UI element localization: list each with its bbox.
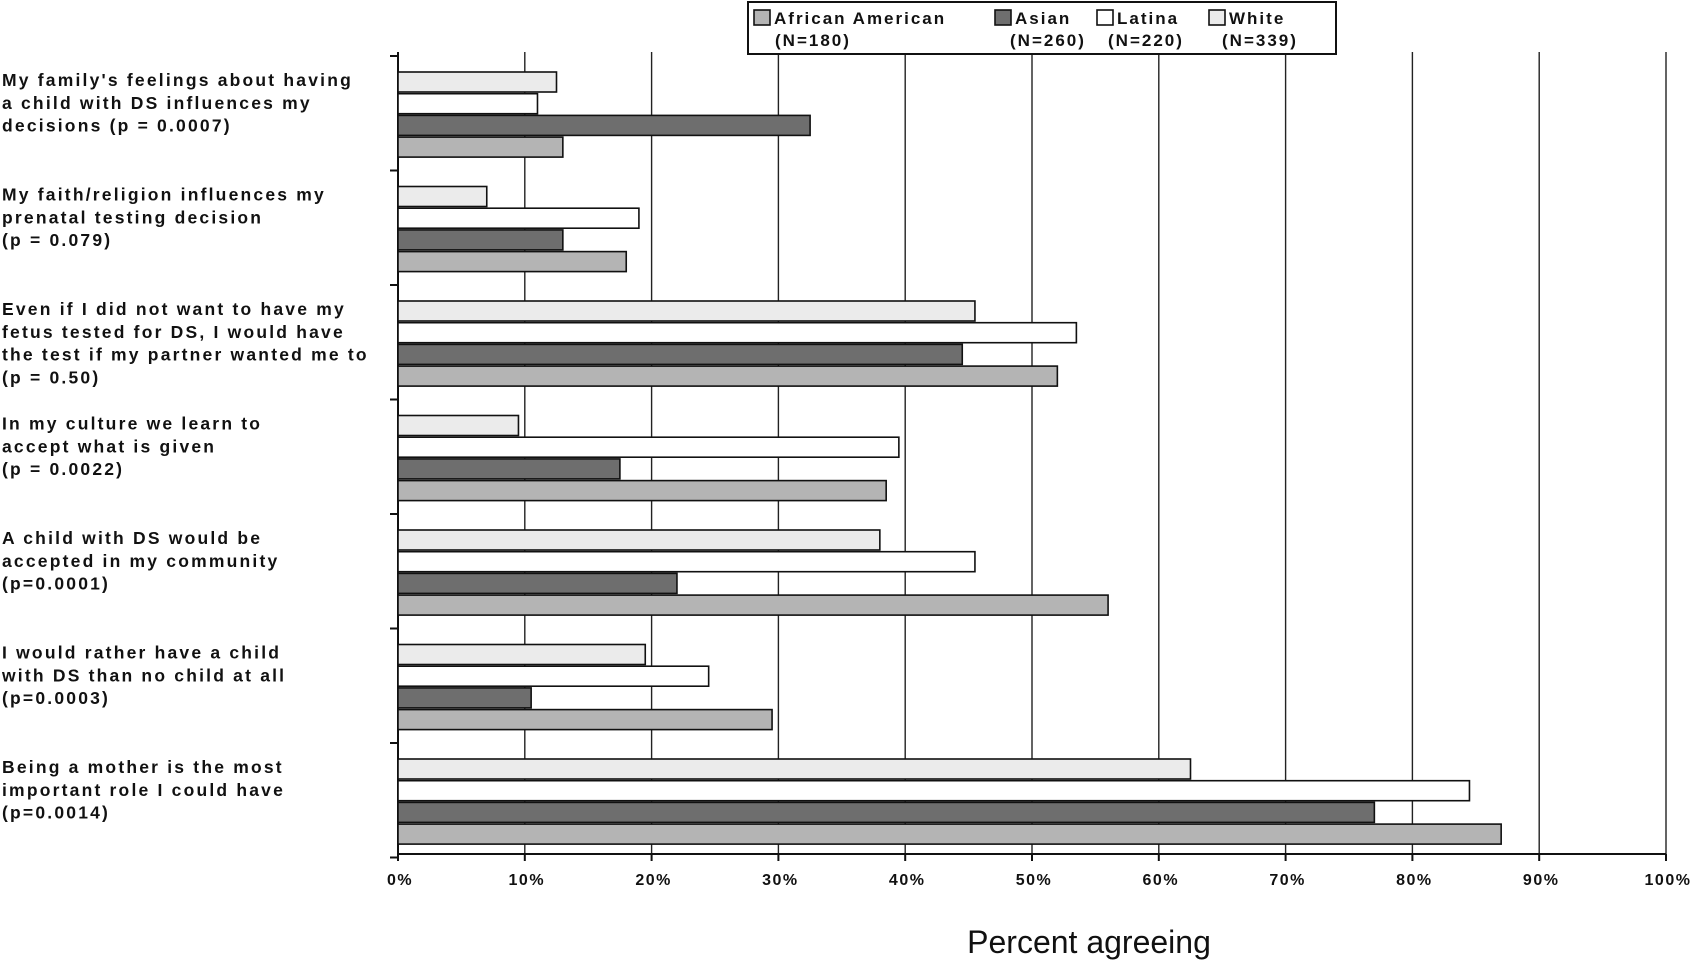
category-label-5-2: (p=0.0003) [2,688,110,708]
category-label-2-3: (p = 0.50) [2,367,100,387]
bar-african-american-1 [397,250,628,273]
category-label-5-0: I would rather have a child [2,643,281,663]
legend-swatch-asian [994,9,1012,26]
bar-white-5 [397,643,647,666]
x-tick-label-5: 50% [1016,872,1053,889]
bar-african-american-3 [397,479,887,502]
bar-african-american-0 [397,136,564,158]
legend-swatch-latina [1096,9,1114,26]
legend-n-white: (N=339) [1222,31,1298,50]
bar-asian-3 [397,458,621,480]
legend-n-latina: (N=220) [1108,31,1184,50]
category-label-4-0: A child with DS would be [2,528,262,548]
bar-african-american-2 [397,365,1059,387]
legend-box [747,1,1337,55]
bar-asian-5 [397,687,532,709]
category-label-6-0: Being a mother is the most [2,757,284,777]
bar-latina-2 [397,321,1078,344]
bar-asian-1 [397,229,564,251]
category-label-1-0: My faith/religion influences my [2,185,326,205]
bar-latina-5 [397,665,710,688]
x-tick-label-3: 30% [762,872,799,889]
category-label-4-1: accepted in my community [2,551,279,571]
bar-african-american-4 [397,594,1109,616]
category-label-3-0: In my culture we learn to [2,414,262,434]
category-label-5-1: with DS than no child at all [1,665,286,685]
bar-african-american-6 [397,823,1502,845]
bar-white-2 [397,300,976,322]
category-label-2-0: Even if I did not want to have my [2,299,346,319]
bar-latina-1 [397,207,640,229]
x-tick-label-9: 90% [1523,872,1560,889]
x-tick-label-6: 60% [1143,872,1180,889]
bar-white-3 [397,414,520,437]
bar-african-american-5 [397,708,773,731]
bar-asian-4 [397,572,678,595]
x-tick-label-1: 10% [509,872,546,889]
bar-white-1 [397,185,488,208]
category-label-3-1: accept what is given [2,436,216,456]
bar-latina-6 [397,779,1471,802]
bar-asian-0 [397,114,811,137]
legend-label-african-american: African American [774,9,946,28]
category-label-3-2: (p = 0.0022) [2,459,124,479]
x-tick-label-10: 100% [1645,872,1692,889]
x-tick-label-7: 70% [1269,872,1306,889]
bar-white-4 [397,529,881,551]
x-axis-title: Percent agreeing [967,924,1211,960]
x-tick-label-4: 40% [889,872,926,889]
x-tick-label-2: 20% [635,872,672,889]
legend-label-asian: Asian [1015,9,1071,28]
bar-latina-3 [397,436,900,459]
category-label-0-0: My family's feelings about having [2,70,353,90]
category-label-0-2: decisions (p = 0.0007) [2,116,232,136]
x-tick-label-0: 0% [387,872,413,889]
legend-label-white: White [1229,9,1285,28]
x-tick-label-8: 80% [1396,872,1433,889]
category-label-4-2: (p=0.0001) [2,574,110,594]
legend-n-african-american: (N=180) [775,31,851,50]
category-label-2-1: fetus tested for DS, I would have [2,322,345,342]
category-label-1-2: (p = 0.079) [2,230,112,250]
legend-swatch-white [1208,9,1226,26]
category-label-6-1: important role I could have [2,780,285,800]
category-label-1-1: prenatal testing decision [2,207,263,227]
legend-n-asian: (N=260) [1010,31,1086,50]
bar-latina-4 [397,550,976,573]
bar-white-6 [397,758,1192,780]
bar-asian-6 [397,801,1376,824]
category-label-0-1: a child with DS influences my [2,93,312,113]
bar-white-0 [397,71,558,93]
bar-asian-2 [397,343,964,366]
legend-label-latina: Latina [1117,9,1179,28]
category-label-2-2: the test if my partner wanted me to [2,345,369,365]
bar-latina-0 [397,92,539,115]
category-label-6-2: (p=0.0014) [2,803,110,823]
legend-swatch-african-american [753,9,771,26]
